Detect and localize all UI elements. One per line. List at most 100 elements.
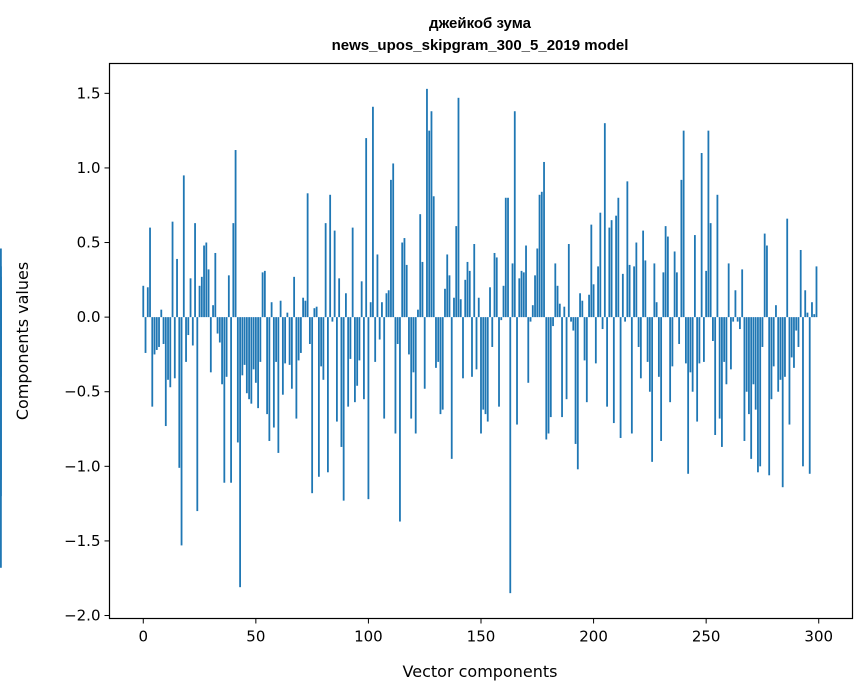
chart-title: джейкоб зума: [429, 15, 532, 32]
bar: [322, 317, 325, 380]
bar: [349, 317, 352, 359]
bar: [734, 290, 737, 318]
bar: [459, 299, 462, 318]
bar: [673, 251, 676, 318]
bar: [815, 266, 818, 318]
bar: [626, 181, 629, 318]
bar: [259, 317, 262, 362]
bar: [180, 317, 183, 546]
bar: [748, 317, 750, 415]
bar: [552, 317, 554, 327]
bar: [230, 317, 232, 483]
bar: [606, 317, 608, 407]
bar: [412, 317, 415, 373]
bar: [162, 317, 165, 344]
bar: [599, 212, 602, 318]
bar: [660, 317, 663, 441]
bar: [687, 317, 690, 474]
bar: [703, 317, 705, 362]
bar: [630, 317, 633, 434]
bar: [432, 196, 435, 318]
bar: [775, 305, 777, 318]
bar: [473, 244, 476, 318]
bar: [441, 317, 444, 410]
bar: [295, 317, 298, 419]
bar: [153, 317, 156, 355]
bar: [245, 317, 248, 394]
bar: [423, 317, 426, 389]
bar: [317, 317, 320, 477]
x-tick-label: 0: [138, 628, 148, 646]
bar: [666, 236, 669, 318]
bar: [570, 317, 572, 322]
bar: [239, 317, 241, 588]
bar: [707, 130, 710, 318]
bar: [522, 272, 525, 318]
bar: [453, 297, 455, 318]
bar: [529, 317, 532, 322]
bar: [662, 272, 665, 318]
bar: [784, 317, 786, 377]
x-tick-label: 100: [354, 628, 383, 646]
bar: [811, 302, 813, 318]
bar: [327, 317, 329, 473]
bar: [651, 317, 654, 462]
bar: [338, 278, 341, 318]
bar: [608, 227, 611, 318]
bar: [793, 317, 795, 368]
bar: [178, 317, 181, 468]
bar: [387, 290, 390, 318]
bar: [257, 317, 259, 409]
bar: [671, 317, 674, 367]
bar: [795, 317, 798, 331]
bar: [635, 242, 638, 318]
bar: [248, 317, 250, 400]
bar: [799, 249, 802, 318]
bar: [592, 284, 595, 318]
bar: [311, 317, 314, 494]
bar: [450, 317, 453, 459]
bar: [227, 275, 230, 318]
bar: [538, 194, 541, 318]
bar: [144, 317, 147, 353]
bar: [509, 317, 512, 594]
bar: [527, 317, 530, 383]
bar: [189, 278, 192, 318]
bar: [191, 317, 194, 346]
bar: [0, 276, 2, 318]
bar: [428, 130, 431, 318]
bar: [185, 317, 187, 362]
bar: [619, 317, 622, 438]
bar: [0, 317, 2, 480]
bar: [739, 317, 741, 330]
bar: [588, 294, 590, 318]
bar: [203, 245, 205, 318]
bar: [705, 270, 708, 318]
bar: [252, 317, 255, 370]
bar: [554, 263, 557, 318]
bar: [446, 254, 449, 318]
bar: [808, 317, 811, 474]
bar: [745, 317, 748, 392]
bar: [639, 317, 642, 379]
y-tick-label: 0.0: [77, 308, 101, 326]
bar: [693, 235, 696, 318]
bar: [410, 317, 413, 419]
bar: [556, 285, 559, 318]
bar: [531, 305, 534, 318]
bar: [234, 150, 237, 318]
y-tick-label: −1.0: [64, 457, 100, 475]
bar: [351, 227, 354, 318]
bar: [585, 317, 588, 403]
bar: [333, 230, 336, 318]
bar: [270, 302, 273, 318]
bar: [642, 230, 645, 318]
bar: [781, 317, 784, 488]
bar: [504, 197, 507, 318]
y-tick-label: 0.5: [77, 234, 101, 252]
bar: [624, 317, 626, 322]
bar: [664, 226, 667, 318]
bar: [579, 293, 581, 318]
bar: [457, 97, 460, 318]
